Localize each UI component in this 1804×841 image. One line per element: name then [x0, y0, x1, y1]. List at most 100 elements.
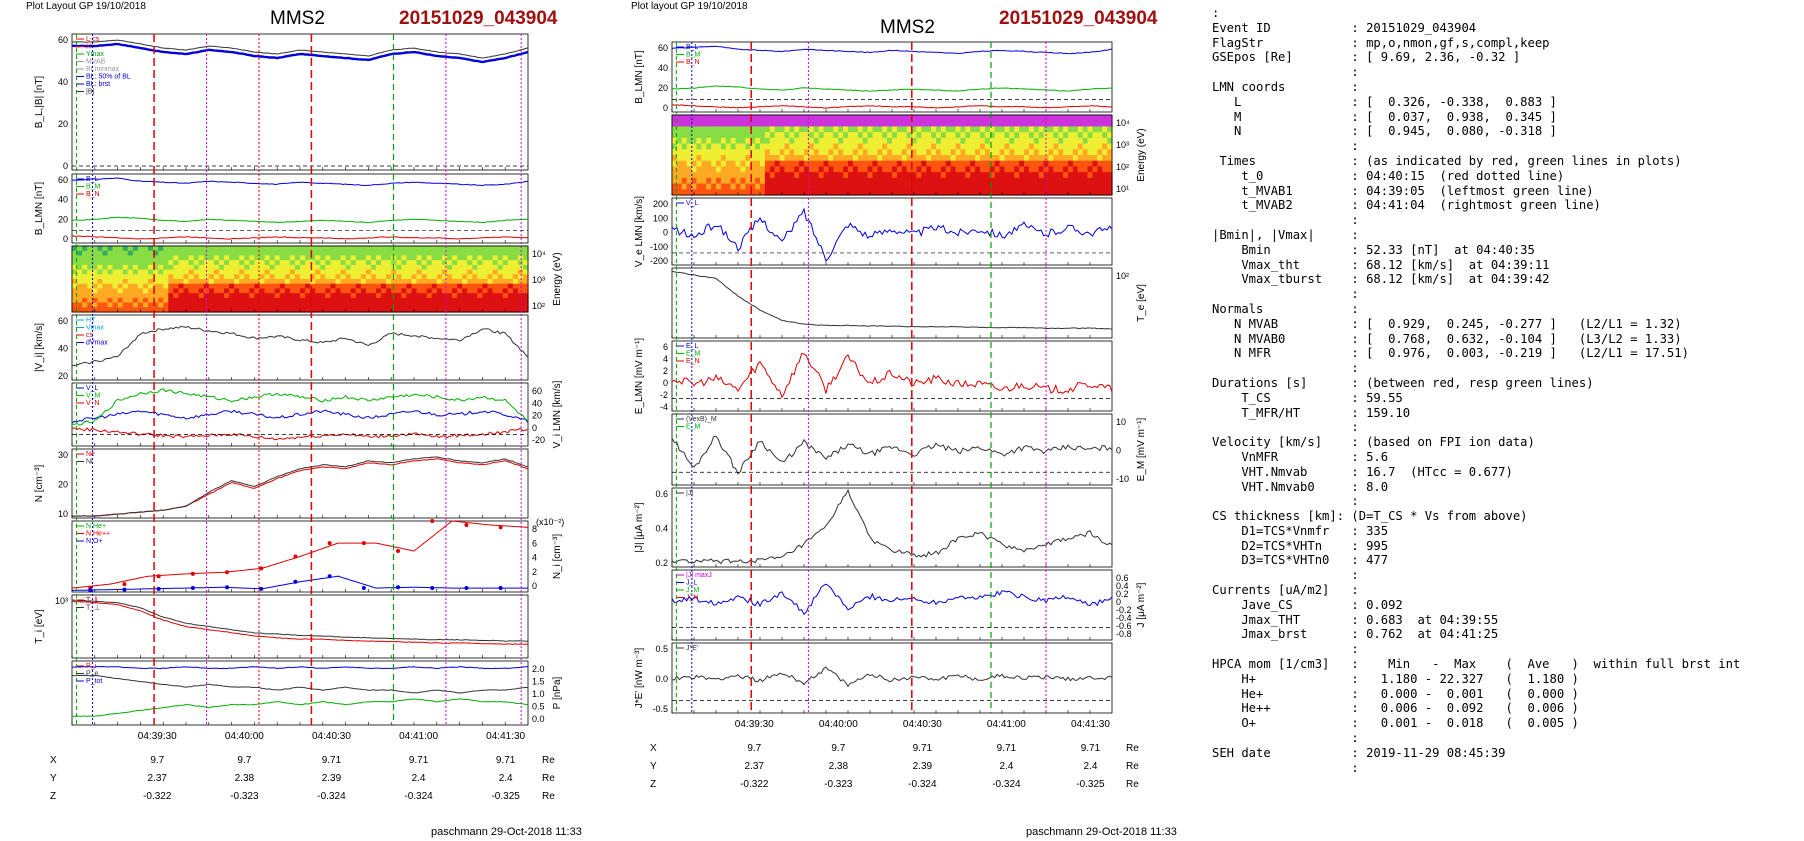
spectrogram-cell	[1072, 160, 1079, 168]
spectrogram-cell	[1004, 189, 1010, 196]
spectrogram-cell	[406, 255, 413, 261]
spectrogram-cell	[198, 297, 205, 304]
spectrogram-cell	[1009, 149, 1015, 156]
spectrogram-cell	[411, 246, 418, 252]
spectrogram-cell	[887, 155, 893, 162]
spectrogram-cell	[330, 274, 337, 280]
spectrogram-cell	[735, 172, 742, 179]
spectrogram-cell	[970, 132, 976, 139]
spectrogram-cell	[365, 302, 372, 308]
spectrogram-cell	[269, 250, 276, 257]
spectrogram-cell	[340, 264, 347, 271]
spectrogram-cell	[365, 246, 372, 252]
spectrogram-cell	[1038, 166, 1045, 173]
spectrogram-cell	[416, 297, 423, 304]
spectrogram-cell	[406, 264, 413, 271]
spectrogram-cell	[92, 288, 98, 294]
spectrogram-cell	[472, 274, 478, 280]
spectrogram-cell	[72, 293, 78, 299]
spectrogram-cell	[769, 183, 776, 190]
spectrogram-cell	[725, 115, 732, 122]
spectrogram-cell	[355, 250, 362, 257]
spectrogram-cell	[340, 269, 347, 275]
spectrogram-cell	[931, 183, 937, 190]
legend-entry: J_M	[686, 587, 699, 594]
y-tick-label-right: 0.0	[532, 714, 545, 724]
spectrogram-cell	[764, 143, 771, 150]
spectrogram-cell	[975, 143, 981, 150]
spectrogram-cell	[436, 264, 443, 271]
spectrogram-cell	[183, 250, 190, 257]
spectrogram-cell	[906, 143, 913, 150]
spectrogram-cell	[989, 137, 996, 145]
spectrogram-cell	[931, 177, 937, 185]
spectrogram-cell	[163, 264, 169, 271]
spectrogram-cell	[872, 143, 878, 150]
spectrogram-cell	[330, 264, 337, 271]
spectrogram-cell	[477, 264, 483, 271]
spectrogram-cell	[117, 260, 124, 266]
spectrogram-cell	[672, 126, 678, 133]
spectrogram-cell	[467, 274, 473, 280]
spectrogram-cell	[1063, 166, 1069, 173]
spectrogram-cell	[1063, 149, 1069, 156]
series-line-v-l	[71, 409, 529, 424]
spectrogram-cell	[711, 172, 717, 179]
spectrogram-cell	[107, 288, 114, 294]
spectrogram-cell	[784, 183, 790, 190]
spectrogram-cell	[102, 302, 109, 308]
spectrogram-cell	[852, 166, 859, 173]
spectrogram-cell	[350, 302, 357, 308]
spectrogram-cell	[1097, 172, 1103, 179]
spectrogram-cell	[779, 183, 786, 190]
spectrogram-cell	[794, 137, 800, 145]
spectrogram-cell	[672, 149, 678, 156]
spectrogram-cell	[701, 149, 707, 156]
spectrogram-cell	[1082, 120, 1089, 128]
spectrogram-cell	[163, 288, 169, 294]
spectrogram-cell	[921, 137, 927, 145]
summary-line: :	[1212, 65, 1359, 80]
spectrogram-cell	[1107, 115, 1113, 122]
spectrogram-cell	[750, 132, 756, 139]
spectrogram-cell	[1107, 160, 1113, 168]
spectrogram-cell	[882, 132, 888, 139]
spectrogram-cell	[804, 137, 810, 145]
spectrogram-cell	[401, 246, 407, 252]
spectrogram-cell	[340, 255, 347, 261]
spectrogram-cell	[178, 302, 185, 308]
spectrogram-cell	[254, 307, 261, 313]
spectrogram-cell	[416, 255, 423, 261]
spectrogram-cell	[92, 269, 98, 275]
spectrogram-cell	[867, 166, 874, 173]
spectrogram-cell	[725, 132, 732, 139]
spectrogram-cell	[249, 283, 255, 290]
spectrogram-cell	[127, 269, 134, 275]
spectrogram-cell	[376, 297, 382, 304]
spectrogram-cell	[77, 279, 83, 285]
spectrogram-cell	[132, 250, 139, 257]
spectrogram-cell	[901, 115, 908, 122]
spectrogram-cell	[345, 288, 352, 294]
spectrogram-cell	[1024, 172, 1030, 179]
spectrogram-cell	[254, 283, 261, 290]
spectrogram-cell	[794, 132, 800, 139]
spectrogram-cell	[794, 126, 800, 133]
position-value: 9.71	[997, 743, 1017, 754]
spectrogram-cell	[396, 302, 402, 308]
spectrogram-cell	[1028, 166, 1035, 173]
spectrogram-cell	[208, 264, 215, 271]
spectrogram-cell	[1077, 172, 1084, 179]
spectrogram-cell	[960, 149, 966, 156]
spectrogram-cell	[325, 246, 331, 252]
spectrogram-cell	[376, 264, 382, 271]
spectrogram-cell	[259, 260, 266, 266]
spectrogram-cell	[1102, 189, 1108, 196]
y-tick-label-right: 4	[532, 553, 537, 563]
spectrogram-cell	[984, 155, 991, 162]
spectrogram-cell	[517, 297, 524, 304]
summary-line: GSEpos [Re] : [ 9.69, 2.36, -0.32 ]	[1212, 50, 1521, 65]
spectrogram-cell	[365, 279, 372, 285]
spectrogram-cell	[87, 279, 93, 285]
spectrogram-cell	[799, 172, 805, 179]
